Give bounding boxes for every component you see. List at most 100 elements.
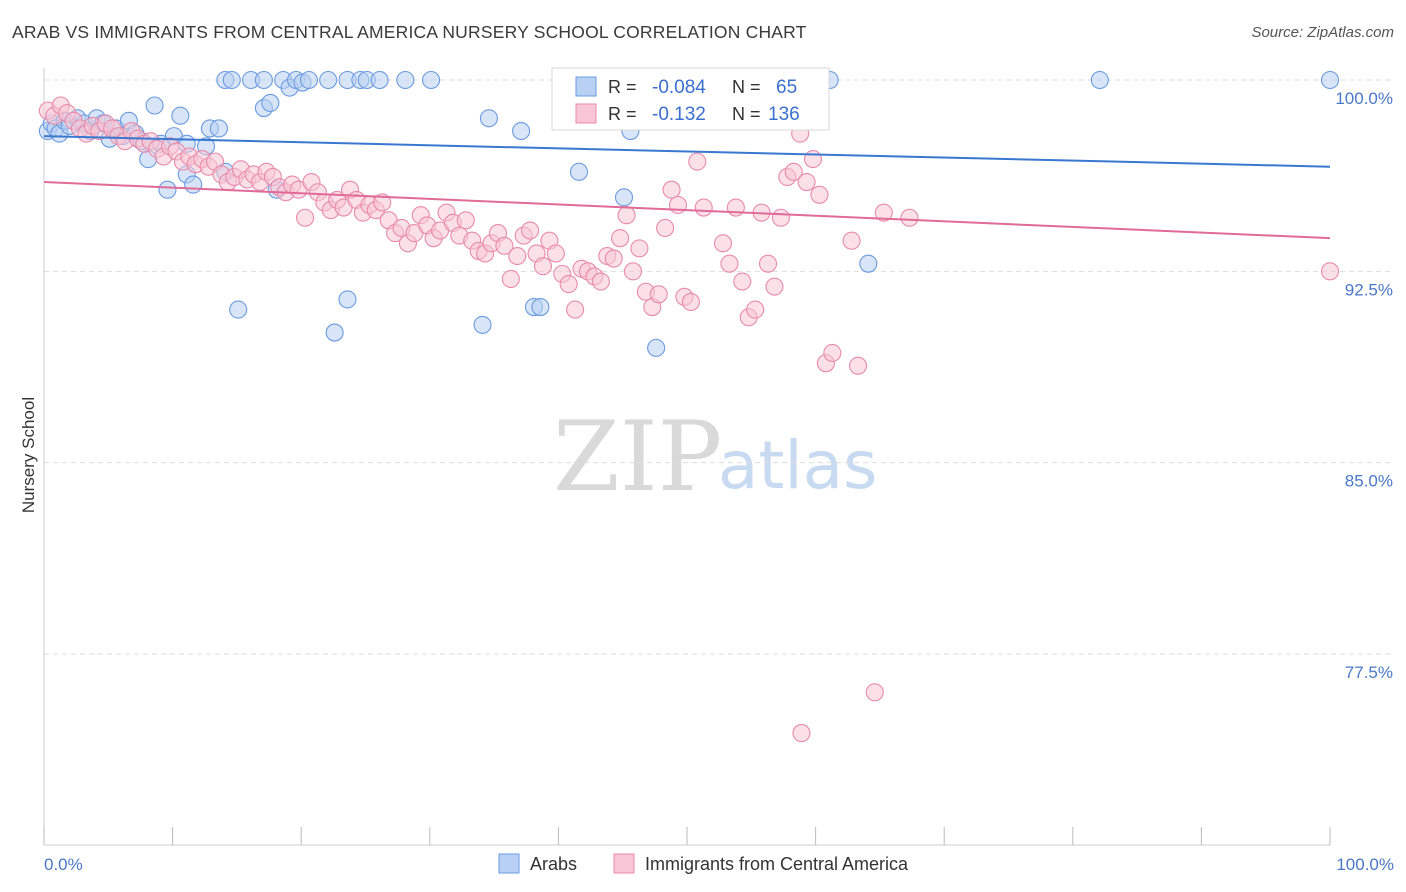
trend-line-arabs — [43, 135, 1331, 168]
point-central-america — [649, 285, 668, 304]
legend-r-label-1: R = — [608, 77, 637, 97]
point-central-america — [521, 221, 540, 240]
chart-source: Source: ZipAtlas.com — [1251, 24, 1394, 41]
point-central-america — [495, 236, 514, 255]
legend-r-value-arabs: -0.084 — [652, 77, 706, 98]
point-central-america — [604, 249, 623, 268]
point-central-america — [656, 218, 675, 238]
point-arabs — [647, 338, 666, 357]
point-central-america — [688, 152, 707, 171]
point-arabs — [171, 106, 190, 125]
point-arabs — [1320, 70, 1340, 90]
point-arabs — [479, 109, 499, 128]
point-arabs — [261, 93, 280, 113]
point-arabs — [859, 254, 878, 273]
x-tick-label-min: 0.0% — [44, 855, 83, 874]
point-central-america — [848, 356, 868, 375]
point-central-america — [746, 300, 765, 319]
point-arabs — [614, 188, 634, 207]
bottom-legend-label-arabs: Arabs — [530, 854, 577, 874]
point-central-america — [559, 275, 578, 294]
watermark-zip: ZIP — [553, 401, 722, 513]
point-central-america — [758, 254, 778, 273]
point-central-america — [623, 262, 643, 281]
point-arabs — [569, 162, 589, 181]
bottom-legend-swatch-central-america — [613, 853, 635, 874]
point-arabs — [473, 315, 492, 334]
y-tick-labels: 77.5% 85.0% 92.5% 100.0% — [1335, 89, 1393, 682]
point-central-america — [546, 244, 565, 263]
point-central-america — [865, 683, 884, 702]
point-central-america — [617, 206, 636, 225]
point-arabs — [319, 70, 338, 90]
bottom-legend-swatch-arabs — [498, 853, 520, 874]
bottom-legend-label-central-america: Immigrants from Central America — [645, 854, 909, 874]
chart-title: ARAB VS IMMIGRANTS FROM CENTRAL AMERICA … — [12, 22, 807, 42]
point-central-america — [803, 150, 823, 169]
point-central-america — [566, 300, 585, 319]
point-central-america — [784, 162, 803, 181]
y-axis-title: Nursery School — [19, 397, 38, 513]
point-central-america — [694, 198, 713, 217]
point-central-america — [681, 292, 700, 311]
point-central-america — [771, 208, 790, 227]
watermark: ZIP atlas — [553, 401, 878, 513]
correlation-legend: R = -0.084 N = 65 R = -0.132 N = 136 — [551, 67, 830, 131]
x-tick-label-max: 100.0% — [1336, 855, 1394, 874]
point-central-america — [296, 208, 315, 227]
point-arabs — [338, 290, 357, 309]
point-arabs — [158, 180, 177, 199]
point-central-america — [1320, 262, 1340, 281]
legend-n-label-1: N = — [732, 77, 761, 97]
point-arabs — [422, 70, 441, 90]
point-arabs — [396, 70, 415, 90]
point-central-america — [630, 239, 649, 258]
watermark-atlas: atlas — [718, 427, 878, 504]
point-central-america — [591, 272, 610, 291]
point-arabs — [184, 175, 203, 194]
legend-r-label-2: R = — [608, 104, 637, 124]
point-central-america — [765, 277, 784, 296]
axes — [43, 68, 1331, 846]
legend-swatch-arabs — [575, 76, 597, 97]
y-tick-label: 77.5% — [1345, 663, 1393, 682]
legend-n-value-arabs: 65 — [776, 77, 797, 98]
point-central-america — [797, 172, 816, 192]
point-arabs — [299, 70, 318, 90]
point-central-america — [373, 193, 392, 212]
y-tick-label: 85.0% — [1345, 472, 1393, 491]
point-central-america — [501, 269, 520, 289]
point-central-america — [810, 185, 829, 204]
point-arabs — [222, 70, 241, 90]
point-central-america — [874, 203, 893, 222]
point-central-america — [792, 724, 811, 743]
y-tick-label: 100.0% — [1335, 89, 1393, 108]
y-tick-label: 92.5% — [1345, 280, 1393, 299]
point-arabs — [512, 121, 531, 141]
point-arabs — [209, 119, 228, 138]
point-arabs — [531, 297, 550, 317]
legend-n-label-2: N = — [732, 104, 761, 124]
point-central-america — [611, 229, 630, 248]
point-arabs — [145, 96, 164, 115]
point-arabs — [1090, 70, 1109, 90]
legend-r-value-central-america: -0.132 — [652, 104, 706, 125]
point-central-america — [720, 254, 739, 273]
trend-line-central-america — [43, 181, 1331, 240]
point-arabs — [254, 70, 273, 90]
point-central-america — [733, 272, 752, 291]
point-arabs — [325, 323, 344, 342]
point-central-america — [726, 198, 745, 217]
point-central-america — [508, 246, 527, 266]
point-central-america — [842, 231, 861, 250]
point-central-america — [713, 234, 733, 253]
point-central-america — [900, 208, 919, 227]
point-central-america — [662, 180, 681, 199]
series-legend: Arabs Immigrants from Central America — [498, 853, 909, 874]
point-central-america — [456, 211, 475, 230]
legend-n-value-central-america: 136 — [768, 104, 800, 125]
legend-swatch-central-america — [575, 103, 597, 124]
point-central-america — [823, 343, 842, 363]
point-arabs — [370, 70, 389, 90]
